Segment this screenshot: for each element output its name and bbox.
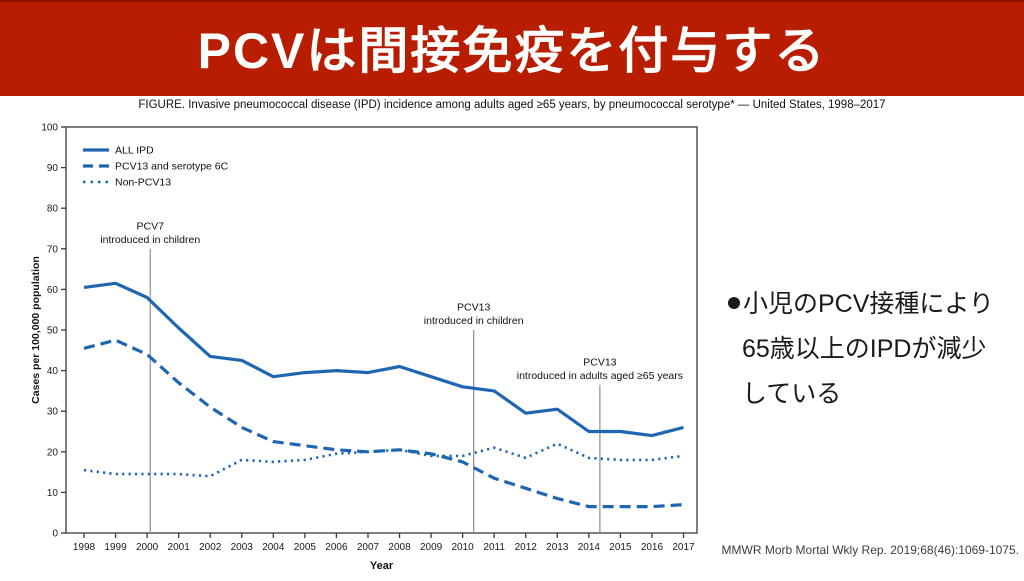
y-axis: 0 10 20 30 40 50 60 70 80 90 100 xyxy=(41,123,66,540)
svg-text:2004: 2004 xyxy=(262,542,285,553)
figure-caption: FIGURE. Invasive pneumococcal disease (I… xyxy=(138,99,886,111)
svg-text:2000: 2000 xyxy=(136,542,159,553)
svg-text:10: 10 xyxy=(47,488,59,499)
svg-text:80: 80 xyxy=(47,204,59,215)
svg-text:1999: 1999 xyxy=(104,542,127,553)
series-line-non-pcv13 xyxy=(83,442,684,478)
svg-text:introduced in children: introduced in children xyxy=(424,315,524,327)
svg-text:2005: 2005 xyxy=(294,542,317,553)
svg-text:2016: 2016 xyxy=(641,542,664,553)
svg-text:60: 60 xyxy=(47,285,59,296)
svg-text:introduced in children: introduced in children xyxy=(100,234,200,246)
x-axis-label: Year xyxy=(370,560,394,572)
svg-text:40: 40 xyxy=(47,366,59,377)
svg-text:2009: 2009 xyxy=(420,542,443,553)
svg-text:PCV13: PCV13 xyxy=(583,356,616,368)
svg-text:2003: 2003 xyxy=(231,542,254,553)
bullet-line-1: 小児のPCV接種により xyxy=(728,282,1020,327)
svg-text:2010: 2010 xyxy=(452,542,475,553)
citation-text: MMWR Morb Mortal Wkly Rep. 2019;68(46):1… xyxy=(721,543,1019,557)
chart-svg: 0 10 20 30 40 50 60 70 80 90 100 1998 1999 2000 2001 20… xyxy=(30,123,698,572)
x-axis: 1998 1999 2000 2001 2002 2003 2004 2005 2006 2007… xyxy=(73,533,695,553)
annotation-2: PCV13 introduced in adults aged ≥65 years xyxy=(517,356,683,533)
legend: ALL IPD PCV13 and serotype 6C Non-PCV13 xyxy=(83,145,229,189)
svg-text:PCV13: PCV13 xyxy=(457,302,490,314)
series-line-pcv13-and-serotype-6c xyxy=(83,338,684,509)
svg-text:2013: 2013 xyxy=(546,542,569,553)
svg-text:Non-PCV13: Non-PCV13 xyxy=(115,177,171,189)
svg-text:0: 0 xyxy=(52,529,58,540)
y-axis-label: Cases per 100,000 population xyxy=(30,256,42,404)
svg-text:2014: 2014 xyxy=(578,542,601,553)
svg-text:introduced in adults aged ≥65: introduced in adults aged ≥65 years xyxy=(517,370,683,382)
svg-text:ALL IPD: ALL IPD xyxy=(115,145,154,157)
bullet-line-2: 65歳以上のIPDが減少 xyxy=(742,335,987,363)
svg-text:30: 30 xyxy=(47,407,59,418)
title-banner: PCVは間接免疫を付与する xyxy=(0,0,1024,96)
annotation-0: PCV7 introduced in children xyxy=(100,220,200,533)
svg-text:100: 100 xyxy=(41,123,58,134)
svg-text:1998: 1998 xyxy=(73,542,96,553)
bullet-text-block: 小児のPCV接種により 65歳以上のIPDが減少 している xyxy=(728,282,1020,417)
svg-text:2015: 2015 xyxy=(609,542,632,553)
svg-text:2012: 2012 xyxy=(515,542,538,553)
slide-title: PCVは間接免疫を付与する xyxy=(197,22,827,79)
svg-text:2001: 2001 xyxy=(168,542,191,553)
svg-text:2011: 2011 xyxy=(483,542,505,553)
ipd-incidence-chart: 0 10 20 30 40 50 60 70 80 90 100 1998 1999 2000 2001 20… xyxy=(25,115,715,576)
svg-text:PCV13 and serotype 6C: PCV13 and serotype 6C xyxy=(115,161,229,173)
svg-text:90: 90 xyxy=(47,163,59,174)
svg-text:2017: 2017 xyxy=(672,542,695,553)
svg-text:70: 70 xyxy=(47,244,59,255)
svg-text:2006: 2006 xyxy=(325,542,348,553)
bullet-icon xyxy=(728,297,740,309)
svg-text:PCV7: PCV7 xyxy=(137,220,165,232)
bullet-text-1: 小児のPCV接種により xyxy=(743,290,994,318)
svg-text:2002: 2002 xyxy=(199,542,222,553)
bullet-line-3: している xyxy=(742,380,842,408)
series-line-all-ipd xyxy=(83,281,684,438)
svg-text:2007: 2007 xyxy=(357,542,380,553)
svg-text:2008: 2008 xyxy=(388,542,411,553)
svg-text:20: 20 xyxy=(47,447,59,458)
svg-text:50: 50 xyxy=(47,326,59,337)
